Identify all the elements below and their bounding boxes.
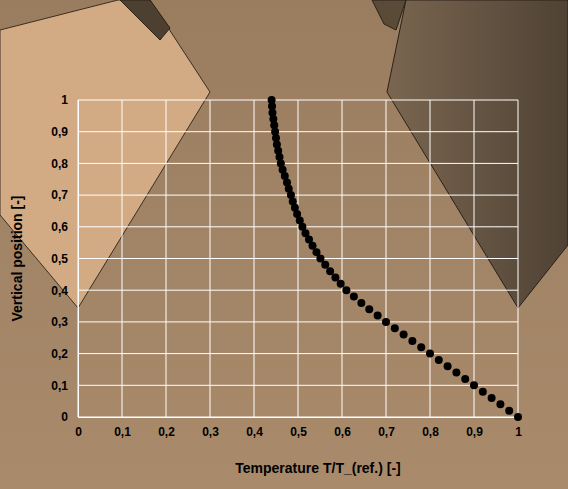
y-axis: 0 0,1 0,2 0,3 0,4 0,5 0,6 0,7 0,8 0,9 1 bbox=[51, 93, 78, 424]
tick: 0,7 bbox=[51, 188, 78, 202]
point bbox=[357, 299, 365, 307]
tick: 1 bbox=[61, 93, 78, 107]
grid-line bbox=[78, 100, 79, 417]
tick: 0,5 bbox=[51, 252, 78, 266]
tick-label: 0,7 bbox=[378, 425, 395, 439]
grid-line bbox=[78, 100, 518, 101]
points bbox=[268, 96, 522, 421]
point bbox=[435, 356, 443, 364]
point bbox=[488, 394, 496, 402]
chart: 00,10,20,30,40,50,60,70,80,9100,10,20,30… bbox=[0, 0, 568, 489]
point bbox=[342, 286, 350, 294]
tick-label: 0,1 bbox=[51, 379, 68, 393]
tick-label: 0,5 bbox=[290, 425, 307, 439]
axis-line bbox=[78, 101, 79, 418]
tick: 0,9 bbox=[466, 417, 483, 439]
tick-label: 0,4 bbox=[246, 425, 263, 439]
tick: 0,8 bbox=[51, 157, 78, 171]
tick: 0,9 bbox=[51, 125, 78, 139]
point bbox=[350, 293, 358, 301]
tick-label: 1 bbox=[61, 93, 68, 107]
tick: 0,3 bbox=[51, 315, 78, 329]
point bbox=[337, 280, 345, 288]
point bbox=[426, 350, 434, 358]
tick: 0,1 bbox=[114, 417, 131, 439]
tick-label: 0 bbox=[61, 410, 68, 424]
point bbox=[444, 362, 452, 370]
grid-line bbox=[78, 226, 518, 227]
axis-line bbox=[79, 417, 519, 418]
right-shape bbox=[387, 0, 568, 308]
tick: 0,6 bbox=[334, 417, 351, 439]
grid-line bbox=[78, 258, 518, 259]
y-axis-title: Vertical position [-] bbox=[9, 195, 25, 321]
grid-line bbox=[78, 290, 518, 291]
tick: 0,1 bbox=[51, 379, 78, 393]
tick-label: 0,9 bbox=[51, 125, 68, 139]
tick-label: 1 bbox=[515, 425, 522, 439]
point bbox=[461, 375, 469, 383]
tick-label: 0,6 bbox=[51, 220, 68, 234]
left-dark-shape bbox=[120, 0, 170, 40]
tick-label: 0,2 bbox=[51, 347, 68, 361]
tick-label: 0,9 bbox=[466, 425, 483, 439]
point bbox=[374, 312, 382, 320]
tick-label: 0 bbox=[75, 425, 82, 439]
point bbox=[391, 324, 399, 332]
grid-line bbox=[78, 163, 518, 164]
point bbox=[505, 407, 513, 415]
tick-label: 0,3 bbox=[202, 425, 219, 439]
tick: 0,3 bbox=[202, 417, 219, 439]
tick: 0,7 bbox=[378, 417, 395, 439]
point bbox=[321, 261, 329, 269]
tick-label: 0,2 bbox=[158, 425, 175, 439]
tick: 0,2 bbox=[158, 417, 175, 439]
background bbox=[0, 0, 568, 489]
tick-label: 0,3 bbox=[51, 315, 68, 329]
grid bbox=[78, 100, 518, 417]
point bbox=[408, 337, 416, 345]
point bbox=[514, 413, 522, 421]
tick: 0 bbox=[61, 410, 78, 424]
point bbox=[470, 381, 478, 389]
point bbox=[496, 400, 504, 408]
point bbox=[331, 274, 339, 282]
tick: 0,5 bbox=[290, 417, 307, 439]
x-axis-title: Temperature T/T_(ref.) [-] bbox=[235, 460, 400, 476]
tick: 0,4 bbox=[246, 417, 263, 439]
point bbox=[382, 318, 390, 326]
left-shape bbox=[0, 0, 210, 308]
tick: 0,8 bbox=[422, 417, 439, 439]
grid-line bbox=[78, 353, 518, 354]
background-fill bbox=[0, 0, 568, 489]
x-axis: 0 0,1 0,2 0,3 0,4 0,5 0,6 0,7 0,8 0,9 1 bbox=[75, 417, 522, 439]
tick-label: 0,5 bbox=[51, 252, 68, 266]
grid-line bbox=[78, 385, 518, 386]
grid-line bbox=[78, 321, 518, 322]
grid-line bbox=[78, 195, 518, 196]
tick-label: 0,7 bbox=[51, 188, 68, 202]
point bbox=[268, 96, 276, 104]
tick-label: 0,8 bbox=[422, 425, 439, 439]
grid-line bbox=[78, 417, 518, 418]
tick: 0 bbox=[75, 417, 82, 439]
tick-label: 0,1 bbox=[114, 425, 131, 439]
tick-label: 0,4 bbox=[51, 284, 68, 298]
tick: 0,4 bbox=[51, 284, 78, 298]
point bbox=[365, 305, 373, 313]
right-dark-shape bbox=[372, 0, 406, 30]
tick: 0,2 bbox=[51, 347, 78, 361]
tick: 0,6 bbox=[51, 220, 78, 234]
point bbox=[326, 267, 334, 275]
tick-label: 0,6 bbox=[334, 425, 351, 439]
point bbox=[452, 369, 460, 377]
point bbox=[479, 388, 487, 396]
tick-label: 0,8 bbox=[51, 157, 68, 171]
grid-line bbox=[78, 131, 518, 132]
point bbox=[417, 343, 425, 351]
point bbox=[400, 331, 408, 339]
